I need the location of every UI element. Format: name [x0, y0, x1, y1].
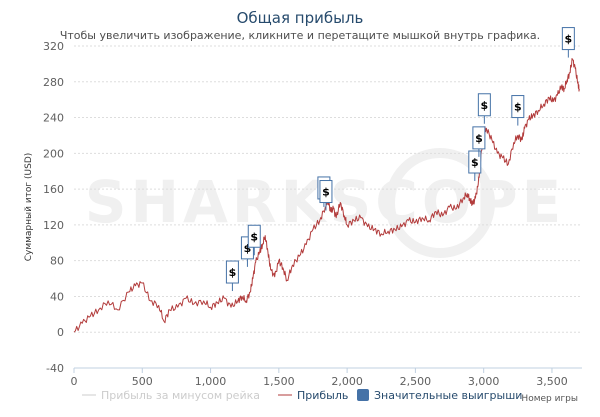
win-flag — [247, 224, 261, 248]
y-tick-label: 80 — [50, 255, 64, 268]
x-tick-label: 1,000 — [195, 375, 227, 388]
chart-subtitle: Чтобы увеличить изображение, кликните и … — [59, 29, 541, 42]
y-tick-label: 160 — [43, 183, 64, 196]
dollar-icon: $ — [250, 230, 258, 243]
y-tick-label: 240 — [43, 112, 64, 125]
x-axis-title: Номер игры — [521, 394, 578, 404]
y-tick-label: 0 — [57, 326, 64, 339]
legend-item-profit[interactable]: Прибыль — [297, 389, 348, 402]
win-flag — [477, 93, 491, 117]
x-tick-label: 3,000 — [468, 375, 500, 388]
win-flag — [319, 180, 333, 204]
win-flag — [468, 150, 482, 174]
dollar-icon: $ — [475, 132, 483, 145]
x-tick-label: 3,500 — [536, 375, 568, 388]
y-tick-label: 40 — [50, 290, 64, 303]
win-flag — [472, 126, 486, 150]
legend-item-net-profit[interactable]: Прибыль за минусом рейка — [101, 389, 260, 402]
legend-item-significant-wins[interactable]: Значительные выигрыши — [374, 389, 522, 402]
y-tick-label: 200 — [43, 147, 64, 160]
y-tick-label: -40 — [46, 362, 64, 375]
dollar-icon: $ — [565, 33, 573, 46]
y-tick-label: 320 — [43, 40, 64, 53]
win-flag — [511, 95, 525, 119]
dollar-icon: $ — [471, 156, 479, 169]
x-tick-label: 1,500 — [263, 375, 295, 388]
y-tick-label: 120 — [43, 219, 64, 232]
dollar-icon: $ — [481, 99, 489, 112]
y-axis-title: Суммарный итог (USD) — [24, 153, 34, 262]
dollar-icon: $ — [244, 242, 252, 255]
x-tick-label: 2,500 — [400, 375, 432, 388]
dollar-icon: $ — [229, 266, 237, 279]
x-tick-label: 0 — [71, 375, 78, 388]
win-flag — [225, 260, 239, 284]
legend-box-icon — [357, 389, 369, 401]
y-tick-label: 280 — [43, 76, 64, 89]
dollar-icon: $ — [514, 101, 522, 114]
chart-title: Общая прибыль — [236, 9, 364, 27]
dollar-icon: $ — [322, 186, 330, 199]
x-tick-label: 2,000 — [331, 375, 363, 388]
profit-line — [73, 58, 580, 333]
win-flag — [561, 27, 575, 51]
x-tick-label: 500 — [132, 375, 153, 388]
